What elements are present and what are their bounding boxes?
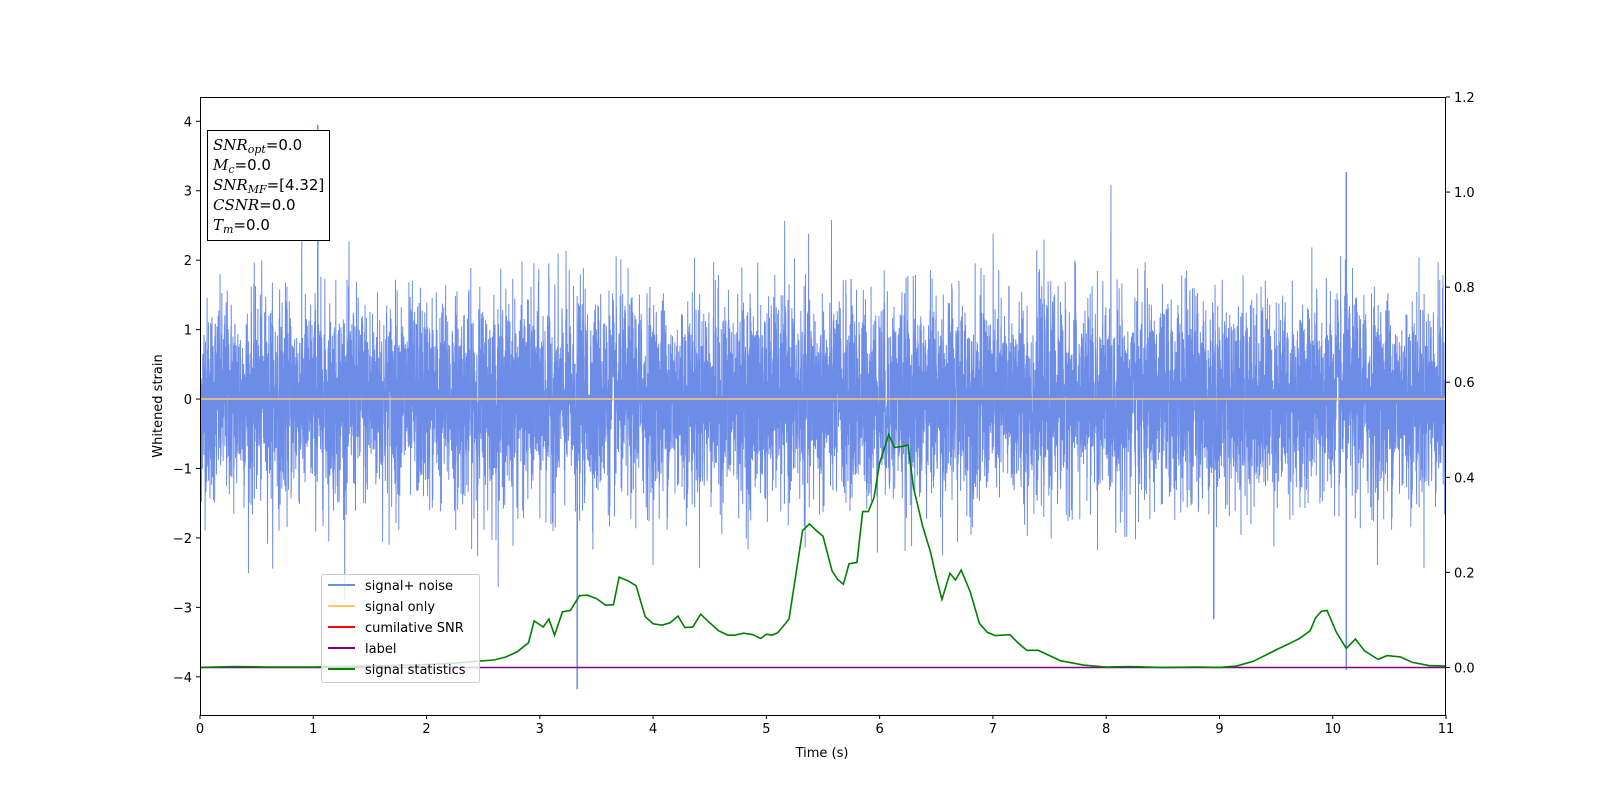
right-y-tick-label: 0.6	[1454, 376, 1475, 391]
x-tick-label: 4	[649, 722, 657, 737]
plot-area	[200, 124, 1446, 690]
x-tick-label: 6	[875, 722, 883, 737]
tm-sub: m	[223, 223, 234, 236]
right-y-tick-label: 0.2	[1454, 566, 1475, 581]
csnr-label: CSNR	[213, 196, 260, 214]
legend-entry-label: signal+ noise	[365, 579, 453, 594]
y-axis-label: Whitened strain	[151, 354, 166, 457]
snr-opt-sub: opt	[247, 143, 266, 156]
legend: signal+ noise signal only cumilative SNR la…	[321, 574, 480, 683]
left-y-tick-label: 3	[184, 185, 192, 200]
tm-value: =0.0	[233, 216, 270, 234]
x-tick-label: 9	[1215, 722, 1223, 737]
left-y-tick-label: −3	[173, 601, 192, 616]
snr-mf-sub: MF	[247, 183, 267, 196]
signal-statistics-line	[200, 432, 1446, 669]
left-y-tick-label: 1	[184, 324, 192, 339]
left-y-tick-label: −1	[173, 462, 192, 477]
legend-frame	[321, 574, 480, 683]
mc-value: =0.0	[234, 156, 271, 174]
x-tick-label: 2	[422, 722, 430, 737]
right-y-tick-label: 1.0	[1454, 186, 1475, 201]
x-tick-label: 10	[1324, 722, 1341, 737]
tm-row: Tm=0.0	[213, 215, 324, 235]
csnr-value: =0.0	[259, 196, 296, 214]
right-y-tick-label: 0.4	[1454, 471, 1475, 486]
left-y-axis-ticks: 4 3 2 1 0 −1 −2 −3 −4	[173, 115, 200, 686]
x-tick-label: 3	[536, 722, 544, 737]
left-y-tick-label: 2	[184, 254, 192, 269]
x-tick-label: 0	[196, 722, 204, 737]
x-tick-label: 8	[1102, 722, 1110, 737]
x-tick-label: 11	[1438, 722, 1455, 737]
legend-entry-label: cumilative SNR	[365, 621, 464, 636]
snr-opt-value: =0.0	[265, 136, 303, 154]
x-axis-label: Time (s)	[795, 746, 849, 761]
left-y-tick-label: −2	[173, 532, 192, 547]
left-y-tick-label: −4	[173, 671, 192, 686]
x-tick-label: 5	[762, 722, 770, 737]
snr-opt-label: SNR	[213, 136, 248, 154]
snr-opt-row: SNRopt=0.0	[213, 135, 324, 155]
snr-mf-label: SNR	[213, 176, 248, 194]
mc-row: Mc=0.0	[213, 155, 324, 175]
x-axis-ticks: 0 1 2 3 4 5 6 7 8 9 10 11	[196, 715, 1454, 737]
plot-frame	[200, 97, 1446, 716]
mc-label: M	[213, 156, 229, 174]
mc-sub: c	[228, 163, 235, 176]
legend-entry-label: label	[365, 642, 396, 657]
right-y-tick-label: 0.8	[1454, 281, 1475, 296]
x-tick-label: 1	[309, 722, 317, 737]
tm-label: T	[213, 216, 224, 234]
legend-entry-label: signal only	[365, 600, 435, 615]
snr-mf-value: =[4.32]	[266, 176, 325, 194]
left-y-tick-label: 0	[184, 393, 192, 408]
right-y-axis-ticks: 1.2 1.0 0.8 0.6 0.4 0.2 0.0	[1446, 91, 1475, 676]
left-y-tick-label: 4	[184, 115, 192, 130]
signal-noise-line	[200, 184, 1446, 601]
x-tick-label: 7	[989, 722, 997, 737]
csnr-row: CSNR=0.0	[213, 195, 324, 215]
snr-mf-row: SNRMF=[4.32]	[213, 175, 324, 195]
legend-entry-label: signal statistics	[365, 663, 466, 678]
info-box: SNRopt=0.0 Mc=0.0 SNRMF=[4.32] CSNR=0.0 …	[207, 130, 331, 241]
right-y-tick-label: 0.0	[1454, 661, 1475, 676]
right-y-tick-label: 1.2	[1454, 91, 1475, 106]
